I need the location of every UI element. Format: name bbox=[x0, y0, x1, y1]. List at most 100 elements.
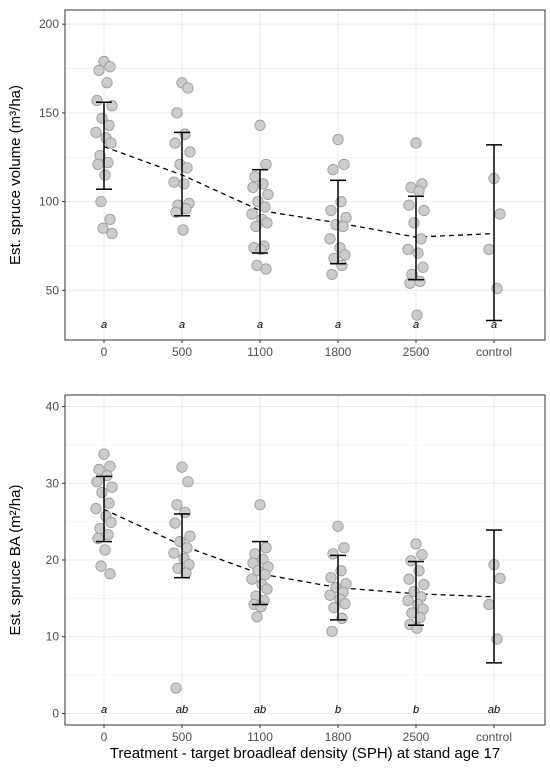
data-point bbox=[254, 499, 266, 511]
data-point bbox=[98, 448, 110, 460]
data-point bbox=[261, 217, 273, 229]
y-tick-label: 50 bbox=[46, 283, 60, 297]
data-point bbox=[339, 249, 351, 261]
data-point bbox=[402, 595, 414, 607]
data-point bbox=[324, 233, 336, 245]
data-point bbox=[184, 530, 196, 542]
data-point bbox=[338, 158, 350, 171]
data-point bbox=[104, 61, 116, 73]
significance-letter: a bbox=[179, 319, 185, 331]
data-point bbox=[327, 548, 339, 560]
data-point bbox=[254, 119, 266, 131]
data-point bbox=[403, 573, 415, 585]
y-tick-label: 30 bbox=[46, 476, 60, 490]
data-point bbox=[105, 137, 117, 149]
data-point bbox=[93, 64, 105, 76]
data-point bbox=[332, 520, 344, 532]
panel-top-x-ticks: 0 500 1100 1800 2500 control bbox=[101, 340, 512, 359]
data-point bbox=[332, 133, 344, 146]
data-point bbox=[101, 77, 113, 89]
data-point bbox=[255, 243, 267, 256]
data-point bbox=[260, 263, 272, 275]
x-tick-label: control bbox=[476, 345, 512, 359]
data-point bbox=[106, 481, 118, 493]
data-point bbox=[417, 261, 429, 273]
data-point bbox=[494, 572, 506, 585]
data-point bbox=[326, 625, 338, 638]
panel-bottom-x-ticks: 0 500 1100 1800 2500 control bbox=[101, 725, 512, 744]
data-point bbox=[170, 206, 182, 218]
significance-letter: a bbox=[413, 319, 419, 331]
data-point bbox=[412, 247, 424, 259]
panel-top-means bbox=[103, 146, 495, 238]
data-point bbox=[483, 243, 495, 256]
data-point bbox=[90, 502, 102, 515]
significance-letter: ab bbox=[488, 704, 500, 716]
panel-top: a a a a a a 50 100 150 200 0 500 1100 1800 2500 contr… bbox=[7, 9, 546, 359]
data-point bbox=[405, 555, 417, 567]
data-point bbox=[105, 516, 117, 529]
data-point bbox=[177, 224, 189, 236]
data-point bbox=[338, 542, 350, 554]
panel-bottom-y-axis-title: Est. spruce BA (m²/ha) bbox=[7, 485, 24, 636]
x-axis-title: Treatment - target broadleaf density (SP… bbox=[110, 745, 500, 762]
data-point bbox=[411, 309, 423, 321]
x-tick-label: 0 bbox=[101, 730, 108, 744]
data-point bbox=[171, 107, 183, 119]
x-tick-label: 2500 bbox=[403, 345, 430, 359]
data-point bbox=[178, 178, 190, 190]
data-point bbox=[184, 146, 196, 158]
data-point bbox=[250, 220, 262, 233]
significance-letter: a bbox=[101, 704, 107, 716]
data-point bbox=[90, 126, 102, 139]
data-point bbox=[408, 217, 420, 229]
data-point bbox=[325, 572, 337, 584]
data-point bbox=[91, 476, 103, 488]
x-tick-label: 1800 bbox=[325, 345, 352, 359]
significance-letter: a bbox=[101, 319, 107, 331]
data-point bbox=[418, 578, 430, 591]
y-tick-label: 100 bbox=[39, 195, 59, 209]
data-point bbox=[106, 227, 118, 240]
data-point bbox=[403, 199, 415, 211]
panel-top-background bbox=[65, 10, 545, 340]
x-tick-label: 2500 bbox=[403, 730, 430, 744]
data-point bbox=[251, 611, 263, 623]
data-point bbox=[414, 611, 426, 624]
panel-bottom-error-bars bbox=[96, 475, 502, 664]
data-point bbox=[169, 137, 181, 149]
x-tick-label: 0 bbox=[101, 345, 108, 359]
data-point bbox=[328, 601, 340, 614]
data-point bbox=[259, 568, 271, 581]
data-point bbox=[339, 598, 351, 610]
data-point bbox=[168, 547, 180, 559]
data-point bbox=[483, 598, 495, 611]
significance-letter: ab bbox=[254, 704, 266, 716]
data-point bbox=[262, 188, 274, 201]
data-point bbox=[93, 463, 105, 476]
data-point bbox=[181, 542, 193, 554]
data-point bbox=[324, 589, 336, 601]
data-point bbox=[171, 499, 183, 511]
data-point bbox=[494, 208, 506, 220]
data-point bbox=[259, 201, 271, 213]
data-point bbox=[103, 119, 115, 131]
data-point bbox=[410, 538, 422, 550]
data-point bbox=[336, 612, 348, 624]
data-point bbox=[415, 233, 427, 245]
data-point bbox=[97, 222, 109, 234]
panel-top-y-axis-title: Est. spruce volume (m³/ha) bbox=[7, 85, 24, 265]
x-tick-label: 500 bbox=[172, 730, 192, 744]
x-tick-label: 1100 bbox=[247, 730, 273, 744]
panel-bottom-significance-letters: a ab ab b b ab bbox=[101, 704, 500, 716]
y-tick-label: 10 bbox=[46, 630, 60, 644]
data-point bbox=[413, 185, 425, 197]
data-point bbox=[181, 162, 193, 174]
data-point bbox=[91, 94, 103, 107]
y-tick-label: 150 bbox=[39, 106, 59, 120]
significance-letter: a bbox=[335, 319, 341, 331]
data-point bbox=[337, 220, 349, 233]
